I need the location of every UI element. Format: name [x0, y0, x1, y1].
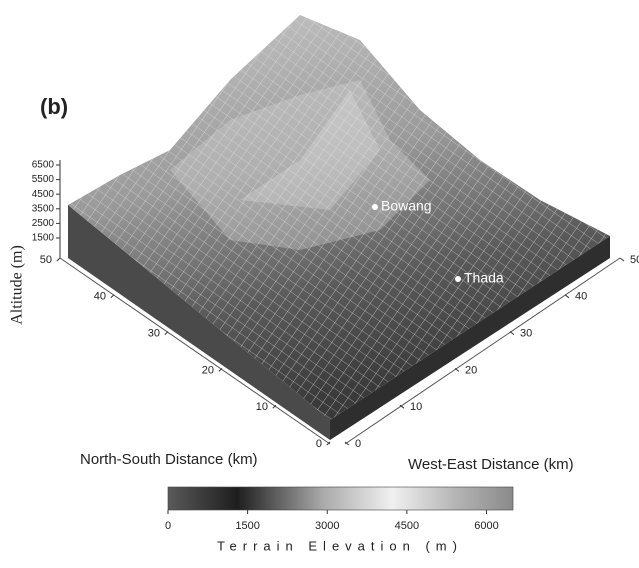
tick-label: 0	[355, 438, 361, 450]
tick-label: 40	[94, 291, 106, 303]
colorbar-tick-label: 6000	[474, 520, 498, 532]
tick-label: 30	[148, 328, 160, 340]
colorbar-label: Terrain Elevation (m)	[217, 538, 463, 553]
tick-label: 30	[520, 328, 532, 340]
terrain-surface	[68, 15, 610, 440]
z-tick-label: 1500	[32, 233, 55, 244]
colorbar-tick-label: 4500	[395, 520, 419, 532]
tick-label: 0	[316, 438, 322, 450]
tick	[57, 258, 60, 261]
we-axis-label: West-East Distance (km)	[408, 456, 574, 473]
tick-label: 20	[202, 364, 214, 376]
panel-label: (b)	[40, 94, 68, 119]
location-dot	[372, 204, 378, 210]
z-tick-label: 5500	[32, 174, 55, 185]
tick-label: 40	[575, 291, 587, 303]
tick-label: 20	[465, 364, 477, 376]
colorbar-tick-label: 0	[165, 520, 171, 532]
colorbar-tick-label: 1500	[235, 520, 259, 532]
tick-label: 10	[410, 401, 422, 413]
z-tick-label: 4500	[32, 189, 55, 200]
colorbar-tick-label: 3000	[315, 520, 339, 532]
tick-label: 50	[40, 254, 52, 266]
ns-axis-label: North-South Distance (km)	[80, 451, 258, 468]
z-tick-label: 3500	[32, 203, 55, 214]
z-tick-label: 2500	[32, 218, 55, 229]
tick	[510, 332, 514, 335]
tick-label: 50	[630, 254, 639, 266]
z-axis-label: Altitude (m)	[9, 245, 26, 325]
location-dot	[455, 276, 461, 282]
tick	[165, 332, 168, 335]
tick	[111, 295, 114, 298]
tick	[565, 295, 569, 298]
tick-label: 10	[256, 401, 268, 413]
colorbar	[168, 487, 513, 510]
z-tick-label: 6500	[32, 160, 55, 171]
location-label: Bowang	[381, 198, 432, 214]
tick	[620, 258, 624, 261]
figure: (b) Altitude (m) North-South Distance (k…	[0, 0, 639, 568]
location-label: Thada	[464, 270, 504, 286]
